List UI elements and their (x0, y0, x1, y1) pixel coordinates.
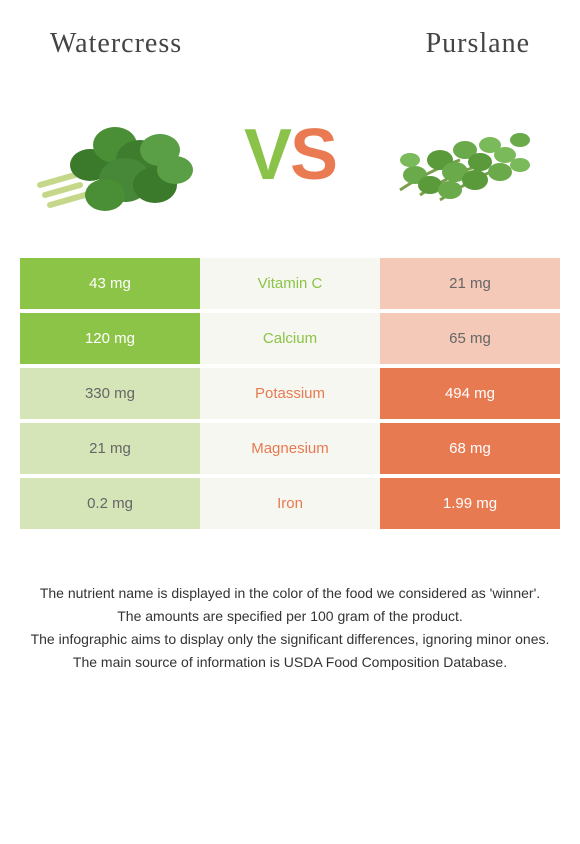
cell-nutrient: Magnesium (200, 423, 380, 474)
header: Watercress Purslane (0, 0, 580, 70)
cell-left: 43 mg (20, 258, 200, 309)
food-left-title: Watercress (50, 28, 182, 60)
footer-line: The amounts are specified per 100 gram o… (24, 606, 556, 627)
cell-nutrient: Potassium (200, 368, 380, 419)
footer-line: The main source of information is USDA F… (24, 652, 556, 673)
vs-v: V (244, 115, 290, 195)
table-row: 330 mg Potassium 494 mg (20, 368, 560, 419)
cell-nutrient: Calcium (200, 313, 380, 364)
cell-left: 21 mg (20, 423, 200, 474)
cell-nutrient: Iron (200, 478, 380, 529)
cell-right: 494 mg (380, 368, 560, 419)
images-row: VS (0, 70, 580, 250)
cell-nutrient: Vitamin C (200, 258, 380, 309)
footer-line: The infographic aims to display only the… (24, 629, 556, 650)
cell-right: 1.99 mg (380, 478, 560, 529)
food-right-title: Purslane (426, 28, 530, 60)
table-row: 21 mg Magnesium 68 mg (20, 423, 560, 474)
nutrient-table: 43 mg Vitamin C 21 mg 120 mg Calcium 65 … (0, 250, 580, 529)
cell-right: 21 mg (380, 258, 560, 309)
cell-right: 68 mg (380, 423, 560, 474)
vs-s: S (290, 115, 336, 195)
table-row: 43 mg Vitamin C 21 mg (20, 258, 560, 309)
food-left-image (30, 90, 210, 220)
footer-text: The nutrient name is displayed in the co… (0, 533, 580, 673)
table-row: 0.2 mg Iron 1.99 mg (20, 478, 560, 529)
cell-right: 65 mg (380, 313, 560, 364)
cell-left: 0.2 mg (20, 478, 200, 529)
cell-left: 330 mg (20, 368, 200, 419)
table-row: 120 mg Calcium 65 mg (20, 313, 560, 364)
vs-label: VS (244, 114, 336, 196)
cell-left: 120 mg (20, 313, 200, 364)
food-right-image (370, 90, 550, 220)
footer-line: The nutrient name is displayed in the co… (24, 583, 556, 604)
